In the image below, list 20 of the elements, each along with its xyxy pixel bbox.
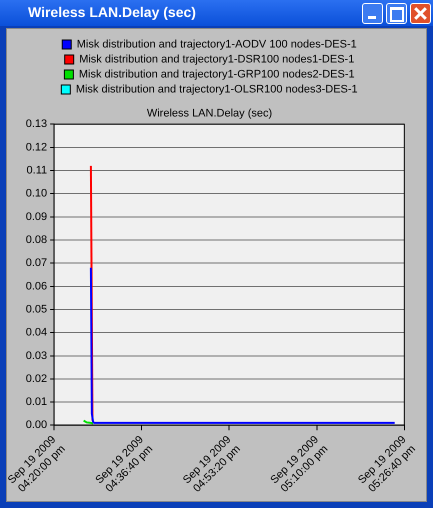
legend-label: Misk distribution and trajectory1-DSR100 nodes1-DES-1 [79,54,354,66]
y-tick-label: 0.09 [26,210,48,223]
legend-label: Misk distribution and trajectory1-GRP100 nodes2-DES-1 [78,68,355,81]
y-tick-label: 0.06 [26,280,48,292]
y-tick-label: 0.11 [26,164,48,177]
y-tick-label: 0.07 [26,257,48,270]
y-tick-label: 0.05 [26,303,48,316]
y-tick-label: 0.04 [26,326,48,339]
legend-label: Misk distribution and trajectory1-OLSR100 nodes3-DES-1 [76,84,358,96]
text: Wireless LAN.Delay (sec) [28,4,196,20]
y-tick-label: 0.02 [26,372,48,385]
y-tick-label: 0.01 [26,396,48,408]
y-tick-label: 0.10 [26,188,48,200]
y-tick-label: 0.12 [26,141,48,154]
y-tick-label: 0.03 [26,350,48,362]
y-tick-label: 0.08 [26,234,48,246]
y-tick-label: 0.13 [26,118,48,130]
chart-title: Wireless LAN.Delay (sec) [146,108,272,120]
legend-label: Misk distribution and trajectory1-AODV 100 nodes-DES-1 [76,38,357,51]
y-tick-label: 0.00 [26,419,48,432]
